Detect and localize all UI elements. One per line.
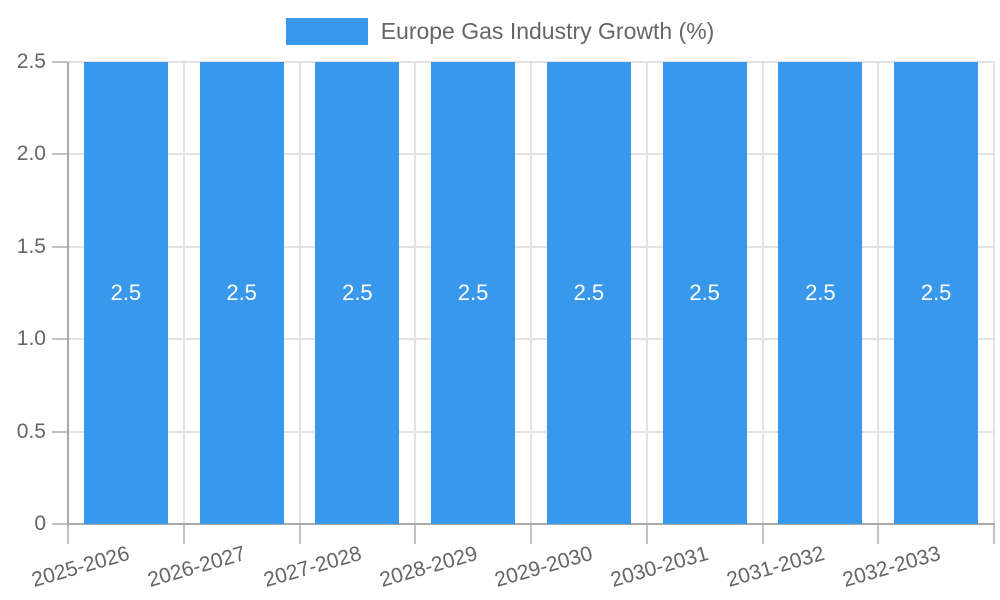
bar[interactable]: 2.5 (83, 62, 168, 524)
x-tick-label: 2032-2033 (839, 541, 943, 592)
y-tick-mark (52, 430, 68, 433)
bar[interactable]: 2.5 (778, 62, 863, 524)
x-tick-label: 2031-2032 (724, 541, 827, 592)
x-tick-label: 2025-2026 (29, 541, 133, 592)
x-tick-mark (182, 524, 185, 544)
x-gridline (182, 62, 185, 524)
x-gridline (877, 62, 880, 524)
bar[interactable]: 2.5 (662, 62, 747, 524)
x-tick-mark (67, 524, 69, 544)
bar-value-label: 2.5 (689, 280, 720, 305)
bar-value-label: 2.5 (805, 280, 836, 305)
x-tick-mark (298, 524, 301, 544)
y-tick-mark (52, 245, 68, 248)
x-gridline (761, 62, 764, 524)
y-tick-mark (52, 61, 68, 63)
legend-item[interactable]: Europe Gas Industry Growth (%) (285, 17, 715, 45)
bar[interactable]: 2.5 (431, 62, 516, 524)
bar[interactable]: 2.5 (199, 62, 284, 524)
x-tick-mark (877, 524, 880, 544)
bar[interactable]: 2.5 (894, 62, 979, 524)
x-tick-mark (993, 524, 995, 544)
bar-value-label: 2.5 (920, 280, 952, 305)
y-tick-mark (52, 338, 68, 341)
bar[interactable]: 2.5 (315, 62, 400, 524)
x-gridline (993, 62, 995, 524)
bar-value-label: 2.5 (110, 280, 142, 305)
x-tick-mark (645, 524, 648, 544)
x-tick-label: 2028-2029 (376, 541, 480, 592)
x-tick-label: 2027-2028 (261, 541, 364, 592)
x-gridline (645, 62, 648, 524)
y-tick-label: 0.5 (16, 419, 46, 443)
bar-value-label: 2.5 (457, 280, 489, 305)
bar-value-label: 2.5 (573, 280, 605, 305)
bar-value-label: 2.5 (342, 280, 373, 305)
x-gridline (530, 62, 532, 524)
y-tick-mark (52, 153, 68, 156)
y-tick-label: 2.5 (16, 50, 46, 73)
x-gridline (298, 62, 301, 524)
bar[interactable]: 2.5 (546, 62, 631, 524)
x-tick-label: 2029-2030 (492, 541, 596, 592)
x-axis-line (67, 523, 995, 525)
legend-label: Europe Gas Industry Growth (%) (380, 17, 715, 44)
y-tick-label: 2.0 (16, 142, 46, 166)
legend: Europe Gas Industry Growth (%) (0, 17, 1000, 45)
y-tick-label: 1.5 (16, 234, 46, 258)
y-tick-mark (52, 523, 68, 525)
x-tick-mark (414, 524, 417, 544)
x-tick-mark (530, 524, 532, 544)
x-tick-label: 2026-2027 (145, 541, 249, 592)
legend-swatch-icon (285, 17, 368, 45)
y-tick-label: 0 (34, 512, 46, 535)
y-tick-label: 1.0 (16, 327, 46, 351)
y-axis-line (67, 62, 69, 526)
x-tick-mark (761, 524, 764, 544)
bar-value-label: 2.5 (226, 280, 257, 305)
x-tick-label: 2030-2031 (608, 541, 712, 592)
x-gridline (414, 62, 417, 524)
